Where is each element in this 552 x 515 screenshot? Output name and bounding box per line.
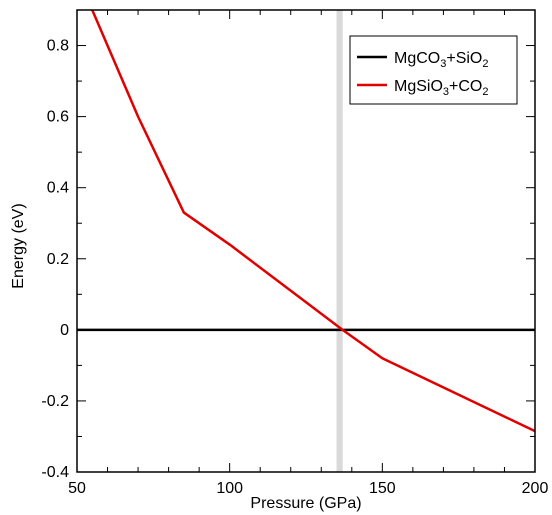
legend-text-part: MgSiO xyxy=(394,78,443,95)
legend-text-part: +CO xyxy=(449,78,482,95)
x-tick-label: 100 xyxy=(216,480,243,497)
transition-band xyxy=(336,10,343,472)
legend-text-part: MgCO xyxy=(394,50,440,67)
x-axis-label: Pressure (GPa) xyxy=(250,495,361,512)
legend-subscript: 2 xyxy=(482,58,488,70)
legend-subscript: 3 xyxy=(443,86,449,98)
x-tick-label: 50 xyxy=(68,480,86,497)
series-layer xyxy=(77,10,535,433)
plot-frame xyxy=(76,9,536,473)
legend-subscript: 2 xyxy=(482,86,488,98)
y-axis-label: Energy (eV) xyxy=(10,203,27,288)
legend-label-0: MgCO3+SiO2 xyxy=(394,50,489,70)
legend-text-part: +SiO xyxy=(446,50,482,67)
y-tick-label: -0.2 xyxy=(41,393,69,410)
x-tick-label: 200 xyxy=(522,480,549,497)
transition-band-layer xyxy=(336,10,343,472)
legend-box xyxy=(349,35,518,105)
y-tick-label: 0 xyxy=(60,322,69,339)
x-tick-label: 150 xyxy=(369,480,396,497)
ticks-layer: 50 100 150 200 -0.4 -0.2 0 0.2 0.4 0.6 0.8 xyxy=(41,9,549,497)
y-tick-label: -0.4 xyxy=(41,464,69,481)
y-tick-label: 0.2 xyxy=(47,251,69,268)
series-line-1 xyxy=(91,10,535,433)
legend-subscript: 3 xyxy=(440,58,446,70)
y-tick-label: 0.8 xyxy=(47,38,69,55)
legend-label-1: MgSiO3+CO2 xyxy=(394,78,489,98)
y-tick-label: 0.4 xyxy=(47,180,69,197)
y-tick-label: 0.6 xyxy=(47,109,69,126)
